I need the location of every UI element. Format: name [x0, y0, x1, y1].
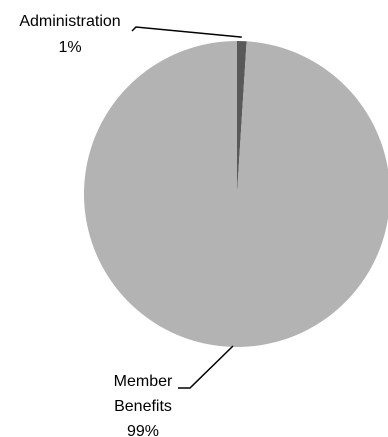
slice-label-member-benefits-name-line2: Benefits: [114, 398, 172, 415]
pie-slice-member-benefits: [84, 41, 388, 347]
slice-label-administration: Administration 1%: [19, 13, 120, 56]
slice-label-administration-value: 1%: [58, 39, 81, 56]
leader-line-administration: [131, 26, 242, 38]
slice-label-member-benefits-value: 99%: [127, 423, 159, 437]
leader-lines: [131, 26, 242, 389]
leader-line-member-benefits: [178, 345, 234, 389]
pie-slices: [84, 41, 388, 347]
slice-label-administration-name: Administration: [19, 13, 120, 30]
slice-label-member-benefits-name-line1: Member: [114, 373, 173, 390]
slice-label-member-benefits: Member Benefits 99%: [114, 373, 173, 437]
pie-slice-administration: [237, 41, 247, 194]
